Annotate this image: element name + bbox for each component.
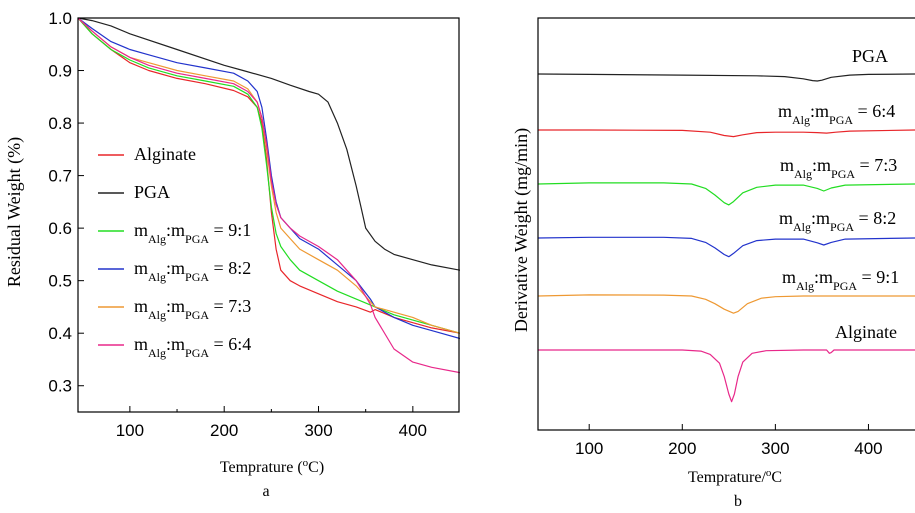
chart-a-series-line-3 (77, 17, 460, 340)
chart-a-y-tick-label: 0.5 (48, 272, 72, 291)
chart-b-series-label: mAlg:mPGA = 7:3 (780, 155, 897, 181)
chart-b-series-label: PGA (852, 46, 888, 66)
chart-b-series-line-1 (538, 129, 915, 138)
chart-b-series-label: Alginate (835, 322, 897, 342)
chart-residual-weight: 100 200 300 400 0.3 0.4 0.5 0.6 0.7 0.8 0.9 1.0 Alg… (4, 9, 460, 500)
chart-b-series-line-5 (538, 349, 915, 403)
chart-b-series-label: mAlg:mPGA = 6:4 (778, 101, 895, 127)
chart-a-panel-label: a (262, 483, 269, 500)
chart-a-x-tick-label: 400 (399, 421, 427, 440)
chart-a-y-tick-label: 0.3 (48, 377, 72, 396)
chart-a-legend-label: mAlg:mPGA = 7:3 (134, 296, 251, 322)
chart-a-series-line-5 (77, 17, 460, 374)
chart-derivative-weight: 100 200 300 400 PGA mAlg:mPGA = 6:4 mAlg:mPGA… (511, 17, 915, 510)
chart-b-x-tick-label: 300 (761, 439, 789, 458)
chart-b-series-label: mAlg:mPGA = 9:1 (782, 267, 899, 293)
chart-a-series-line-0 (77, 17, 460, 334)
chart-a-y-tick-label: 0.6 (48, 219, 72, 238)
chart-b-y-axis-label: Derivative Weight (mg/min) (511, 128, 532, 332)
chart-b-x-tick-label: 100 (575, 439, 603, 458)
chart-b-plot-frame (537, 17, 915, 431)
chart-a-y-tick-label: 0.7 (48, 167, 72, 186)
chart-b-series-group (537, 73, 915, 403)
chart-b-x-axis-label: Temprature/oC (688, 467, 782, 486)
chart-a-legend-label: mAlg:mPGA = 9:1 (134, 220, 251, 246)
chart-b-x-tick-label: 400 (854, 439, 882, 458)
chart-a-y-tick-label: 0.9 (48, 62, 72, 81)
chart-a-series-group (77, 17, 460, 374)
chart-a-y-tick-label: 1.0 (48, 9, 72, 28)
chart-a-legend-label: PGA (134, 182, 170, 202)
chart-a-y-tick-label: 0.4 (48, 324, 72, 343)
chart-a-y-tick-label: 0.8 (48, 114, 72, 133)
chart-b-series-line-2 (537, 182, 915, 206)
chart-b-series-line-0 (537, 73, 915, 82)
chart-a-plot-frame (77, 17, 460, 413)
chart-a-legend: Alginate PGA mAlg:mPGA = 9:1 mAlg:mPGA = 8:… (98, 144, 251, 360)
chart-a-x-axis-label: Temprature (oC) (220, 457, 324, 476)
chart-a-y-axis-label: Residual Weight (%) (4, 137, 25, 287)
chart-a-legend-label: Alginate (134, 144, 196, 164)
chart-a-x-tick-label: 300 (304, 421, 332, 440)
chart-a-x-tick-label: 200 (210, 421, 238, 440)
chart-b-x-tick-label: 200 (668, 439, 696, 458)
chart-b-series-line-3 (537, 236, 915, 258)
chart-b-panel-label: b (734, 493, 742, 510)
chart-b-series-labels: PGA mAlg:mPGA = 6:4 mAlg:mPGA = 7:3 mAlg:mP… (778, 46, 899, 342)
chart-a-legend-label: mAlg:mPGA = 8:2 (134, 258, 251, 284)
chart-a-legend-label: mAlg:mPGA = 6:4 (134, 334, 251, 360)
chart-a-series-line-4 (77, 17, 460, 334)
chart-b-series-line-4 (537, 294, 915, 314)
chart-a-x-tick-label: 100 (116, 421, 144, 440)
chart-b-axes-group: 100 200 300 400 (537, 17, 915, 458)
chart-b-series-label: mAlg:mPGA = 8:2 (779, 208, 896, 234)
chart-a-axes-group: 100 200 300 400 0.3 0.4 0.5 0.6 0.7 0.8 0.9 1.0 (48, 9, 460, 440)
chart-a-series-line-1 (77, 17, 460, 271)
